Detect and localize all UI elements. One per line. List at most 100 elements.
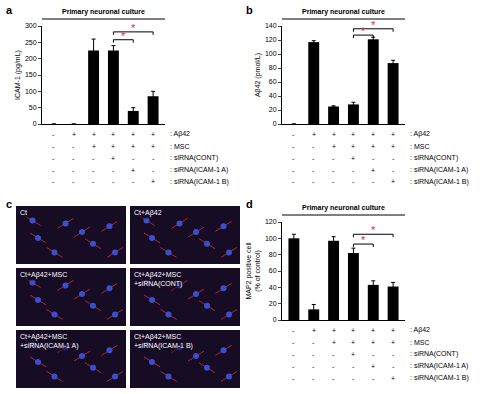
- svg-text:+: +: [391, 327, 395, 334]
- svg-text:200: 200: [25, 55, 37, 62]
- svg-text:Ct+Aβ42+MSC+siRNA(ICAM-1 B): Ct+Aβ42+MSC+siRNA(ICAM-1 B): [134, 333, 193, 350]
- svg-text:-: -: [52, 178, 55, 185]
- svg-text:-: -: [152, 167, 155, 174]
- svg-text:-: -: [372, 178, 375, 185]
- svg-text:+: +: [391, 178, 395, 185]
- svg-text:a: a: [6, 4, 13, 16]
- svg-text:*: *: [131, 22, 136, 34]
- svg-text:-: -: [312, 167, 315, 174]
- svg-text:b: b: [246, 4, 253, 16]
- svg-text:-: -: [52, 131, 55, 138]
- svg-text:+: +: [371, 131, 375, 138]
- svg-text:MAP2 positive cell(% of contro: MAP2 positive cell(% of control): [245, 242, 262, 300]
- svg-text:-: -: [292, 327, 295, 334]
- svg-text:100: 100: [265, 235, 277, 242]
- svg-text:40: 40: [269, 284, 277, 291]
- svg-text:+: +: [351, 131, 355, 138]
- svg-text:-: -: [392, 363, 395, 370]
- svg-text:-: -: [292, 178, 295, 185]
- svg-text:+: +: [371, 339, 375, 346]
- svg-text:80: 80: [269, 64, 277, 71]
- svg-text:-: -: [312, 351, 315, 358]
- svg-text:+: +: [131, 143, 135, 150]
- svg-text:: siRNA(CONT): : siRNA(CONT): [170, 154, 218, 162]
- svg-text:-: -: [372, 351, 375, 358]
- svg-text:-: -: [292, 131, 295, 138]
- svg-text:*: *: [121, 30, 126, 42]
- svg-text:-: -: [292, 351, 295, 358]
- svg-text:60: 60: [269, 78, 277, 85]
- svg-text:Ct+Aβ42: Ct+Aβ42: [134, 209, 162, 217]
- svg-text:+: +: [151, 131, 155, 138]
- svg-text:: siRNA(ICAM-1 B): : siRNA(ICAM-1 B): [170, 178, 229, 186]
- svg-text:: Aβ42: : Aβ42: [410, 130, 430, 138]
- svg-text:50: 50: [29, 104, 37, 111]
- svg-text:+: +: [371, 327, 375, 334]
- svg-text:-: -: [132, 178, 135, 185]
- svg-text:-: -: [332, 363, 335, 370]
- svg-text:150: 150: [25, 71, 37, 78]
- svg-text:100: 100: [265, 50, 277, 57]
- svg-text:: siRNA(ICAM-1 B): : siRNA(ICAM-1 B): [410, 178, 469, 186]
- svg-text:-: -: [72, 155, 75, 162]
- svg-text:+: +: [371, 143, 375, 150]
- svg-text:20: 20: [269, 106, 277, 113]
- svg-text:*: *: [361, 25, 366, 37]
- svg-text:-: -: [72, 143, 75, 150]
- svg-text:+: +: [371, 363, 375, 370]
- svg-text:0: 0: [273, 120, 277, 127]
- svg-text:20: 20: [269, 300, 277, 307]
- svg-text:Primary neuronal culture: Primary neuronal culture: [302, 204, 385, 212]
- svg-text:100: 100: [25, 88, 37, 95]
- svg-text:+: +: [391, 131, 395, 138]
- svg-text:+: +: [371, 167, 375, 174]
- svg-text:140: 140: [265, 22, 277, 29]
- svg-text:-: -: [392, 351, 395, 358]
- svg-text:+: +: [332, 143, 336, 150]
- svg-text:: Aβ42: : Aβ42: [410, 326, 430, 334]
- svg-text:80: 80: [269, 251, 277, 258]
- svg-text:d: d: [246, 198, 253, 210]
- svg-text:+: +: [151, 178, 155, 185]
- svg-text:Primary neuronal culture: Primary neuronal culture: [62, 8, 145, 16]
- svg-text:: siRNA(ICAM-1 A): : siRNA(ICAM-1 A): [410, 166, 468, 174]
- svg-text:-: -: [112, 178, 115, 185]
- svg-text:+: +: [351, 155, 355, 162]
- svg-text:-: -: [312, 178, 315, 185]
- svg-text:-: -: [52, 155, 55, 162]
- svg-text:-: -: [352, 375, 355, 382]
- svg-text:-: -: [352, 167, 355, 174]
- svg-text:-: -: [332, 167, 335, 174]
- svg-text:Ct+Aβ42+MSC+siRNA(CONT): Ct+Aβ42+MSC+siRNA(CONT): [134, 271, 182, 288]
- svg-text:+: +: [72, 131, 76, 138]
- svg-text:+: +: [111, 143, 115, 150]
- svg-text:-: -: [372, 155, 375, 162]
- svg-text:+: +: [351, 339, 355, 346]
- svg-text:-: -: [292, 339, 295, 346]
- svg-text:Ct+Aβ42+MSC: Ct+Aβ42+MSC: [20, 271, 67, 279]
- svg-text:+: +: [92, 143, 96, 150]
- svg-text:-: -: [132, 155, 135, 162]
- svg-text:-: -: [292, 167, 295, 174]
- svg-text:: siRNA(CONT): : siRNA(CONT): [410, 350, 458, 358]
- svg-text:-: -: [312, 143, 315, 150]
- svg-text:-: -: [292, 143, 295, 150]
- svg-text:-: -: [352, 178, 355, 185]
- svg-text:+: +: [92, 131, 96, 138]
- svg-text:-: -: [72, 178, 75, 185]
- svg-text:: MSC: : MSC: [170, 143, 189, 150]
- svg-text:-: -: [312, 155, 315, 162]
- svg-text:+: +: [332, 327, 336, 334]
- svg-text:+: +: [391, 339, 395, 346]
- svg-text:+: +: [391, 143, 395, 150]
- svg-text:-: -: [332, 178, 335, 185]
- svg-text:: siRNA(ICAM-1 A): : siRNA(ICAM-1 A): [170, 166, 228, 174]
- svg-text:+: +: [111, 131, 115, 138]
- svg-text:: Aβ42: : Aβ42: [170, 130, 190, 138]
- svg-text:+: +: [111, 155, 115, 162]
- svg-text:-: -: [332, 375, 335, 382]
- svg-text:-: -: [312, 363, 315, 370]
- svg-text:ICAM-1 (pg/mL): ICAM-1 (pg/mL): [14, 50, 22, 100]
- svg-text:-: -: [392, 167, 395, 174]
- svg-text:120: 120: [265, 218, 277, 225]
